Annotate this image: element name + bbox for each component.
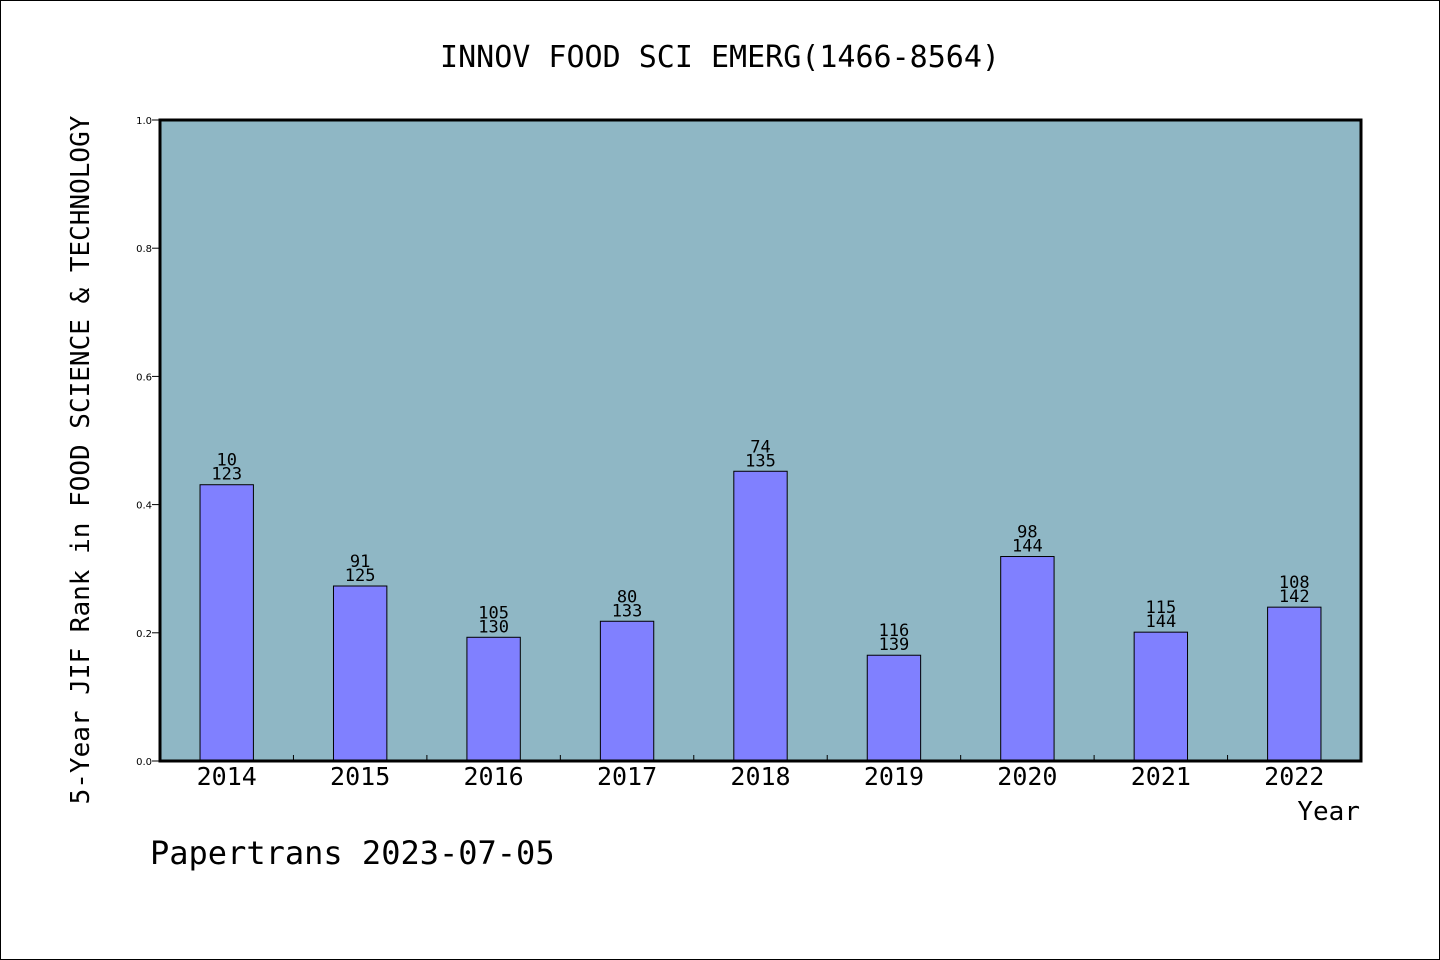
x-tick-label: 2020 bbox=[997, 762, 1057, 791]
bar-total-label: 142 bbox=[1279, 587, 1310, 607]
bar-rank-label: 105 bbox=[478, 603, 509, 623]
plot-border bbox=[158, 118, 1363, 763]
bar-2014 bbox=[199, 484, 254, 762]
bar-total-label: 133 bbox=[612, 601, 643, 621]
bar-2022 bbox=[1267, 606, 1322, 762]
bar-rank-label: 10 bbox=[216, 451, 236, 471]
y-tick-label: 0.2 bbox=[136, 629, 152, 640]
y-tick-label: 0.0 bbox=[136, 757, 152, 768]
bar-rank-label: 98 bbox=[1017, 523, 1037, 543]
bar-2015 bbox=[332, 585, 388, 762]
bar-total-label: 135 bbox=[745, 451, 776, 471]
bar-rank-label: 108 bbox=[1279, 573, 1310, 593]
x-tick-label: 2017 bbox=[597, 762, 657, 791]
bar-2017 bbox=[599, 620, 655, 762]
bar-2021 bbox=[1133, 631, 1189, 762]
bar-2018 bbox=[733, 470, 788, 762]
bar-rank-label: 115 bbox=[1145, 598, 1176, 618]
x-tick-label: 2016 bbox=[464, 762, 524, 791]
bar-total-label: 139 bbox=[879, 635, 910, 655]
bar-2020 bbox=[1000, 556, 1055, 762]
x-tick-label: 2019 bbox=[864, 762, 924, 791]
x-tick-label: 2018 bbox=[730, 762, 790, 791]
bar-series bbox=[199, 470, 1322, 762]
bar-rank-label: 116 bbox=[879, 621, 910, 641]
y-tick-label: 1.0 bbox=[136, 116, 152, 127]
y-tick-label: 0.8 bbox=[136, 244, 152, 255]
bar-2019 bbox=[866, 654, 922, 762]
bar-rank-label: 80 bbox=[617, 587, 637, 607]
bar-total-label: 144 bbox=[1145, 612, 1176, 632]
bar-total-label: 130 bbox=[478, 617, 509, 637]
bar-total-label: 125 bbox=[345, 566, 376, 586]
x-tick-label: 2021 bbox=[1131, 762, 1191, 791]
bar-rank-label: 74 bbox=[750, 437, 770, 457]
x-axis-label: Year bbox=[1297, 797, 1360, 827]
bar-rank-label: 91 bbox=[350, 552, 370, 572]
y-tick-label: 0.4 bbox=[136, 501, 152, 512]
y-axis: 0.0 0.2 0.4 0.6 0.8 1.0 bbox=[136, 116, 160, 768]
footer-credit: Papertrans 2023-07-05 bbox=[150, 834, 555, 872]
x-tick-label: 2015 bbox=[330, 762, 390, 791]
chart-title: INNOV FOOD SCI EMERG(1466-8564) bbox=[440, 40, 1000, 75]
x-tick-label: 2022 bbox=[1264, 762, 1324, 791]
bar-total-label: 144 bbox=[1012, 537, 1043, 557]
x-tick-label: 2014 bbox=[197, 762, 257, 791]
y-axis-label: 5-Year JIF Rank in FOOD SCIENCE & TECHNO… bbox=[66, 115, 96, 804]
x-axis: 2014 2015 2016 2017 2018 2019 2020 2021 2022 bbox=[197, 755, 1324, 791]
y-tick-label: 0.6 bbox=[136, 372, 152, 383]
bar-total-label: 123 bbox=[211, 465, 242, 485]
bar-2016 bbox=[466, 636, 521, 762]
